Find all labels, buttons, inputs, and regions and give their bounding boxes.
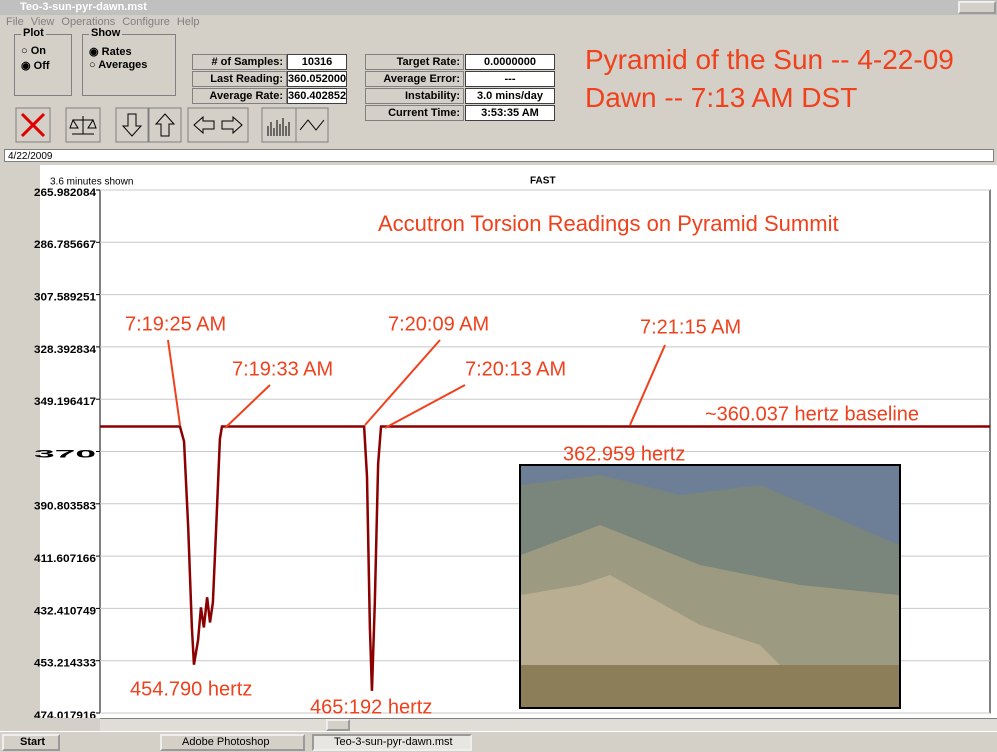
radio-label: Averages: [98, 59, 148, 71]
group-caption: Show: [89, 27, 123, 39]
radio-label: Rates: [101, 46, 132, 58]
start-label: Start: [20, 736, 46, 748]
y-tick-label: 307.589251: [34, 292, 96, 304]
scale-button[interactable]: [65, 107, 101, 143]
radio-label: On: [30, 45, 46, 57]
chart: 3.6 minutes shown FAST Accutron Torsion …: [0, 165, 997, 718]
field-label: Last Reading:: [192, 71, 287, 87]
start-button[interactable]: Start: [2, 734, 60, 751]
headline: Dawn -- 7:13 AM DST: [585, 82, 858, 113]
annotation: 7:21:15 AM: [640, 316, 741, 338]
taskbar: Start Adobe Photoshop Teo-3-sun-pyr-dawn…: [0, 731, 997, 752]
radio-label: Off: [33, 60, 50, 72]
title-bar: Teo-3-sun-pyr-dawn.mst: [0, 0, 997, 15]
leader-line: [224, 384, 271, 429]
field-label: Target Rate:: [365, 54, 464, 70]
y-tick-label: 349.196417: [34, 396, 96, 408]
menu-bar: File View Operations Configure Help: [6, 16, 207, 28]
annotation: 7:20:09 AM: [388, 313, 489, 335]
date-field[interactable]: 4/22/2009: [4, 149, 994, 162]
headline: Pyramid of the Sun -- 4-22-09: [585, 44, 954, 75]
menu-item[interactable]: File: [6, 16, 24, 28]
annotation: ~360.037 hertz baseline: [705, 403, 919, 425]
radio-on[interactable]: ○ On: [21, 45, 46, 57]
y-tick-label: 390.803583: [34, 501, 96, 513]
field-label: Average Rate:: [192, 88, 287, 104]
menu-item[interactable]: Operations: [61, 16, 116, 28]
down-button[interactable]: [115, 107, 149, 143]
plot-group: Plot ○ On ◉ Off: [14, 27, 72, 96]
menu-item[interactable]: Configure: [122, 16, 170, 28]
y-tick-label: 411.607166: [34, 553, 96, 565]
leader-line: [384, 384, 466, 429]
bars-button[interactable]: [261, 107, 297, 143]
photo: [519, 464, 901, 709]
stop-button[interactable]: [15, 107, 51, 143]
y-tick-label: 328.392834: [34, 344, 97, 356]
toolbar: [15, 107, 329, 143]
span-label: 3.6 minutes shown: [50, 177, 133, 188]
menu-item[interactable]: View: [30, 16, 55, 28]
show-group: Show ◉ Rates ○ Averages: [82, 27, 176, 96]
radio-averages[interactable]: ○ Averages: [89, 59, 148, 71]
field-value: 0.0000000: [465, 54, 555, 70]
trace-line: [100, 425, 990, 691]
annotation: 7:19:25 AM: [125, 313, 226, 335]
up-button[interactable]: [148, 107, 182, 143]
y-tick-label: 265.982084: [34, 187, 97, 199]
leader-line: [364, 339, 441, 426]
y-tick-label: 474.017916: [34, 710, 96, 718]
window-title: Teo-3-sun-pyr-dawn.mst: [20, 1, 147, 13]
annotation: 454.790 hertz: [130, 678, 252, 700]
annotation: 362.959 hertz: [563, 443, 685, 465]
field-value: 3:53:35 AM: [465, 105, 555, 121]
field-value: 360.052000: [287, 71, 347, 87]
leader-line: [167, 339, 181, 426]
scroll-thumb[interactable]: [326, 719, 350, 731]
y-tick-label: 432.410749: [34, 605, 96, 617]
radio-rates[interactable]: ◉ Rates: [89, 46, 132, 58]
task-label: Adobe Photoshop: [182, 736, 270, 748]
field-label: Instability:: [365, 88, 464, 104]
field-label: # of Samples:: [192, 54, 287, 70]
task-app[interactable]: Teo-3-sun-pyr-dawn.mst: [312, 734, 472, 751]
window-buttons[interactable]: [958, 1, 996, 14]
menu-item[interactable]: Help: [176, 16, 200, 28]
field-value: 360.402852: [287, 88, 347, 104]
mode-label: FAST: [530, 176, 556, 187]
field-label: Current Time:: [365, 105, 464, 121]
field-value: 3.0 mins/day: [465, 88, 555, 104]
y-tick-label: 453.214333: [34, 658, 96, 670]
field-value: 10316: [287, 54, 347, 70]
chart-title: Accutron Torsion Readings on Pyramid Sum…: [378, 211, 839, 236]
annotation: 7:20:13 AM: [465, 358, 566, 380]
task-label: Teo-3-sun-pyr-dawn.mst: [334, 736, 453, 748]
field-value: ---: [465, 71, 555, 87]
y-tick-label: 370: [34, 448, 96, 460]
axis-panel: [0, 165, 40, 718]
radio-off[interactable]: ◉ Off: [21, 60, 50, 72]
annotation: 465:192 hertz: [310, 696, 432, 718]
wave-button[interactable]: [295, 107, 329, 143]
task-photoshop[interactable]: Adobe Photoshop: [160, 734, 305, 751]
group-caption: Plot: [21, 27, 46, 39]
y-tick-label: 286.785667: [34, 239, 96, 251]
date-text: 4/22/2009: [8, 151, 53, 162]
scrollbar[interactable]: [100, 718, 997, 732]
field-label: Average Error:: [365, 71, 464, 87]
annotation: 7:19:33 AM: [232, 358, 333, 380]
left-right-button[interactable]: [187, 107, 249, 143]
leader-line: [629, 344, 666, 426]
